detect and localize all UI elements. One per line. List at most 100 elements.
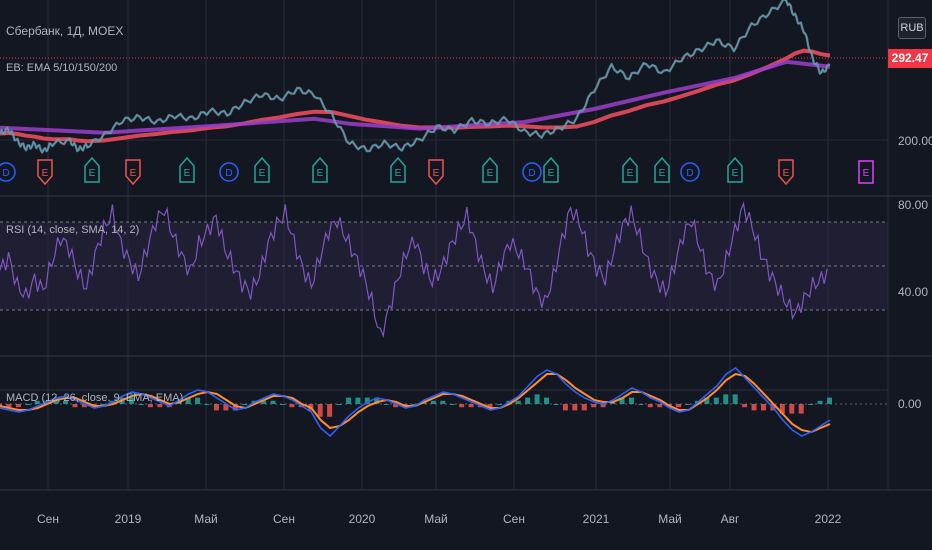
macd-histogram-bar bbox=[449, 404, 455, 405]
time-axis-label: 2022 bbox=[814, 512, 842, 526]
macd-histogram-bar bbox=[157, 404, 163, 408]
event-marker-label: E bbox=[130, 168, 137, 179]
rsi-axis-tick-label: 80.00 bbox=[898, 198, 929, 212]
time-axis-label: Май bbox=[424, 512, 448, 526]
macd-histogram-bar bbox=[676, 404, 682, 408]
macd-histogram-bar bbox=[600, 404, 606, 408]
macd-histogram-bar bbox=[15, 404, 21, 408]
earnings-miss-marker bbox=[428, 159, 444, 186]
macd-histogram-bar bbox=[581, 404, 587, 411]
earnings-marker bbox=[727, 156, 743, 183]
macd-histogram-bar bbox=[374, 397, 380, 404]
macd-histogram-bar bbox=[204, 404, 210, 405]
event-marker-label: E bbox=[259, 168, 266, 179]
event-marker-label: D bbox=[2, 168, 9, 179]
macd-histogram-bar bbox=[525, 397, 531, 404]
macd-histogram-bar bbox=[553, 404, 559, 405]
event-marker-label: D bbox=[686, 168, 693, 179]
event-marker-label: E bbox=[548, 168, 555, 179]
time-axis-label: Сен bbox=[273, 512, 295, 526]
macd-histogram-bar bbox=[6, 404, 12, 408]
price-line bbox=[0, 0, 831, 154]
macd-histogram-bar bbox=[723, 394, 729, 404]
event-marker-label: E bbox=[395, 168, 402, 179]
macd-histogram-bar bbox=[393, 404, 399, 408]
earnings-marker bbox=[390, 156, 406, 183]
macd-histogram-bar bbox=[591, 404, 597, 408]
macd-histogram-bar bbox=[63, 400, 69, 404]
event-marker-label: E bbox=[659, 168, 666, 179]
macd-histogram-bar bbox=[129, 397, 135, 404]
currency-badge[interactable]: RUB bbox=[898, 17, 926, 39]
macd-histogram-bar bbox=[364, 397, 370, 404]
macd-histogram-bar bbox=[213, 404, 219, 411]
macd-histogram-bar bbox=[223, 404, 229, 411]
macd-histogram-bar bbox=[544, 397, 550, 404]
macd-histogram-bar bbox=[289, 404, 295, 408]
time-axis-label: Сен bbox=[37, 512, 59, 526]
symbol-title[interactable]: Сбербанк, 1Д, MOEX bbox=[6, 24, 124, 38]
time-axis-label: 2021 bbox=[582, 512, 610, 526]
time-axis-label: Май bbox=[658, 512, 682, 526]
macd-histogram-bar bbox=[496, 404, 502, 405]
dividend-marker bbox=[0, 162, 16, 182]
macd-histogram-bar bbox=[72, 404, 78, 408]
macd-histogram-bar bbox=[751, 404, 757, 411]
macd-histogram-bar bbox=[100, 404, 106, 405]
macd-histogram-bar bbox=[685, 404, 691, 405]
earnings-marker bbox=[254, 156, 270, 183]
macd-line bbox=[0, 366, 831, 438]
earnings-marker bbox=[179, 156, 195, 183]
event-marker-label: D bbox=[528, 168, 535, 179]
macd-histogram-bar bbox=[487, 404, 493, 408]
macd-histogram-bar bbox=[827, 397, 832, 404]
macd-histogram-bar bbox=[440, 400, 446, 404]
macd-histogram-bar bbox=[468, 404, 474, 408]
time-axis-label: Сен bbox=[503, 512, 525, 526]
macd-histogram-bar bbox=[638, 404, 644, 405]
event-marker-label: E bbox=[433, 168, 440, 179]
macd-histogram-bar bbox=[34, 400, 40, 404]
event-marker-label: E bbox=[732, 168, 739, 179]
macd-histogram-bar bbox=[327, 404, 333, 417]
earnings-marker bbox=[482, 156, 498, 183]
earnings-miss-marker bbox=[778, 159, 794, 186]
rsi-line bbox=[0, 201, 828, 338]
macd-histogram-bar bbox=[515, 400, 521, 404]
macd-indicator-title[interactable]: MACD (12, 26, close, 9, EMA, EMA) bbox=[6, 392, 184, 404]
earnings-marker bbox=[654, 156, 670, 183]
macd-histogram-bar bbox=[242, 404, 248, 405]
price-axis-tick-label: 200.00 bbox=[898, 134, 932, 148]
macd-histogram-bar bbox=[534, 394, 540, 404]
earnings-marker bbox=[622, 156, 638, 183]
event-marker-label: E bbox=[184, 168, 191, 179]
ema-indicator-title[interactable]: EB: EMA 5/10/150/200 bbox=[6, 62, 118, 74]
macd-histogram-bar bbox=[647, 404, 653, 408]
last-price-badge: 292.47 bbox=[888, 49, 932, 68]
dividend-marker bbox=[219, 162, 239, 182]
time-axis-label: 2019 bbox=[114, 512, 142, 526]
macd-histogram-bar bbox=[789, 404, 795, 414]
event-marker-label: E bbox=[42, 168, 49, 179]
earnings-marker bbox=[543, 156, 559, 183]
macd-histogram-bar bbox=[732, 394, 738, 404]
macd-histogram-bar bbox=[628, 397, 634, 404]
rsi-indicator-title[interactable]: RSI (14, close, SMA, 14, 2) bbox=[6, 224, 140, 236]
earnings-miss-marker bbox=[37, 159, 53, 186]
macd-histogram-bar bbox=[185, 397, 191, 404]
macd-histogram-bar bbox=[704, 397, 710, 404]
macd-histogram-bar bbox=[261, 400, 267, 404]
event-marker-label: E bbox=[863, 168, 870, 179]
time-axis-label: Май bbox=[194, 512, 218, 526]
macd-histogram-bar bbox=[412, 404, 417, 405]
event-marker-label: E bbox=[783, 168, 790, 179]
macd-histogram-bar bbox=[459, 404, 465, 408]
time-axis-label: 2020 bbox=[348, 512, 376, 526]
macd-histogram-bar bbox=[345, 397, 351, 404]
macd-histogram-bar bbox=[336, 404, 342, 405]
macd-histogram-bar bbox=[572, 404, 578, 411]
macd-histogram-bar bbox=[279, 404, 285, 405]
